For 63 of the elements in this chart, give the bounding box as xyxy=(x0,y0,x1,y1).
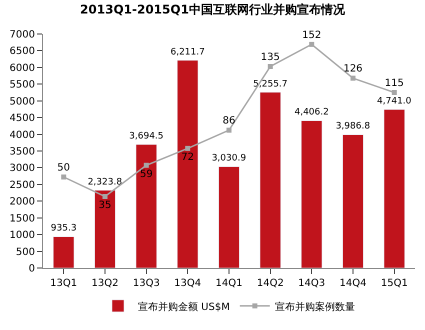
point xyxy=(61,174,66,180)
bar xyxy=(260,92,281,268)
point xyxy=(226,128,232,133)
point xyxy=(268,64,273,69)
data-label: 3,694.5 xyxy=(129,132,164,142)
bar xyxy=(342,134,364,268)
chart-title: 2013Q1-2015Q1中国互联网行业并购宣布情况 xyxy=(80,2,346,16)
data-label: 2,323.8 xyxy=(88,177,122,188)
y-tick-label: 1500 xyxy=(10,213,35,224)
x-tick-label: 13Q3 xyxy=(132,278,160,289)
y-tick-label: 6500 xyxy=(10,46,35,58)
bar xyxy=(94,190,116,268)
y-tick-label: 5000 xyxy=(10,96,35,108)
y-tick-label: 4000 xyxy=(10,130,35,141)
data-label: 3,030.9 xyxy=(212,154,246,164)
bar xyxy=(384,109,405,268)
y-tick-label: 5500 xyxy=(10,80,35,91)
x-tick-label: 13Q1 xyxy=(50,278,78,289)
legend-label: 宣布并购案例数量 xyxy=(274,300,355,313)
point xyxy=(350,76,356,81)
y-tick-label: 2500 xyxy=(10,180,35,191)
y-tick-label: 4500 xyxy=(10,113,35,124)
data-label: 115 xyxy=(384,78,404,89)
legend-label: 宣布并购金额 US$M xyxy=(138,300,230,313)
point xyxy=(185,146,190,151)
x-tick-label: 15Q1 xyxy=(380,278,408,289)
data-label: 4,406.2 xyxy=(294,108,329,118)
bar xyxy=(136,144,157,268)
y-tick-label: 2000 xyxy=(10,196,35,208)
data-label: 126 xyxy=(343,64,363,75)
y-tick-label: 1000 xyxy=(10,230,35,242)
data-label: 935.3 xyxy=(50,224,77,234)
y-tick-label: 500 xyxy=(16,246,35,258)
x-tick-label: 13Q4 xyxy=(174,278,202,289)
data-label: 135 xyxy=(260,52,280,63)
point xyxy=(102,194,108,199)
data-label: 50 xyxy=(57,162,70,174)
data-label: 72 xyxy=(181,152,194,164)
x-tick-label: 14Q1 xyxy=(216,278,242,289)
data-label: 4,741.0 xyxy=(377,96,412,107)
bar xyxy=(218,166,240,268)
data-label: 59 xyxy=(140,168,153,180)
y-tick-label: 0 xyxy=(28,264,35,274)
point xyxy=(309,42,314,47)
y-tick-label: 3500 xyxy=(10,146,35,158)
y-tick-label: 6000 xyxy=(10,62,35,74)
y-tick-label: 7000 xyxy=(10,30,35,40)
data-label: 3,986.8 xyxy=(336,122,370,132)
data-label: 5,255.7 xyxy=(253,79,288,90)
data-label: 6,211.7 xyxy=(170,47,205,58)
data-label: 35 xyxy=(98,200,112,212)
x-tick-label: 14Q2 xyxy=(256,278,284,289)
x-tick-label: 13Q2 xyxy=(92,278,118,289)
bar xyxy=(301,120,322,268)
data-label: 86 xyxy=(222,116,236,127)
x-tick-label: 14Q3 xyxy=(298,278,326,289)
point xyxy=(392,90,397,95)
x-tick-label: 14Q4 xyxy=(340,278,366,289)
bar xyxy=(177,60,198,268)
y-tick-label: 3000 xyxy=(10,163,35,174)
bar xyxy=(53,236,74,268)
point xyxy=(144,162,149,168)
data-label: 152 xyxy=(302,30,322,41)
